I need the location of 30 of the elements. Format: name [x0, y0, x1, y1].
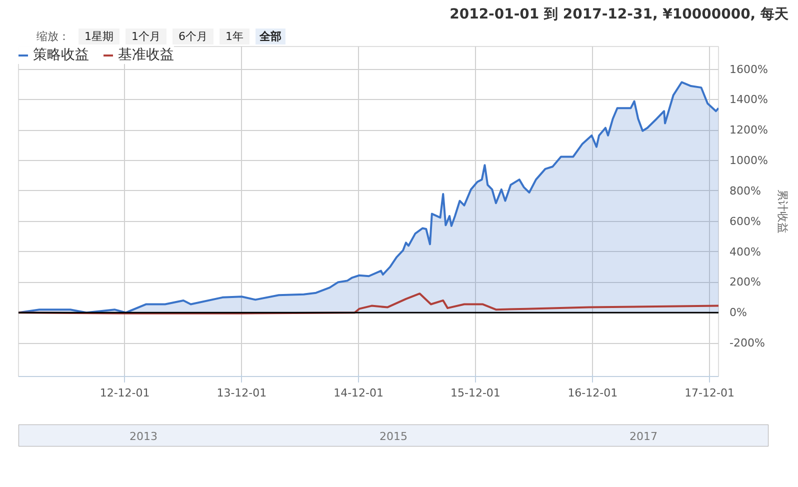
text: 2013: [130, 430, 158, 443]
x-tick-label: 16-12-01: [568, 386, 618, 400]
text: 缩放：: [36, 30, 70, 43]
y-tick-label: 0%: [730, 306, 747, 320]
x-tick-label: 13-12-01: [216, 386, 267, 400]
chart-subtitle: 2012-01-01 到 2017-12-31, ¥10000000, 每天: [450, 6, 790, 22]
y-axis-title: 累计收益: [776, 190, 789, 234]
y-tick-label: 1200%: [730, 124, 768, 137]
x-tick-label: 15-12-01: [450, 386, 500, 400]
text: 2015: [380, 430, 408, 443]
text: 全部: [258, 30, 282, 43]
text: 1星期: [84, 30, 114, 43]
text: 2017: [630, 430, 658, 443]
x-tick-label: 12-12-01: [100, 386, 150, 400]
legend-label: 基准收益: [118, 46, 174, 64]
y-tick-label: -200%: [730, 336, 765, 350]
y-tick-label: 1400%: [730, 93, 768, 106]
y-tick-label: 1600%: [730, 62, 768, 76]
legend-label: 策略收益: [33, 46, 89, 64]
line-series: [18, 292, 718, 314]
text: 6个月: [178, 30, 208, 43]
y-tick-label: 200%: [730, 276, 761, 289]
y-tick-label: 600%: [730, 214, 761, 228]
y-tick-label: 1000%: [730, 154, 768, 168]
y-tick-label: 400%: [730, 245, 761, 258]
text: 1年: [226, 30, 244, 43]
x-tick-label: 14-12-01: [334, 386, 384, 400]
text: 1个月: [132, 30, 160, 43]
y-tick-label: 800%: [730, 184, 761, 198]
x-tick-label: 17-12-01: [684, 386, 735, 400]
